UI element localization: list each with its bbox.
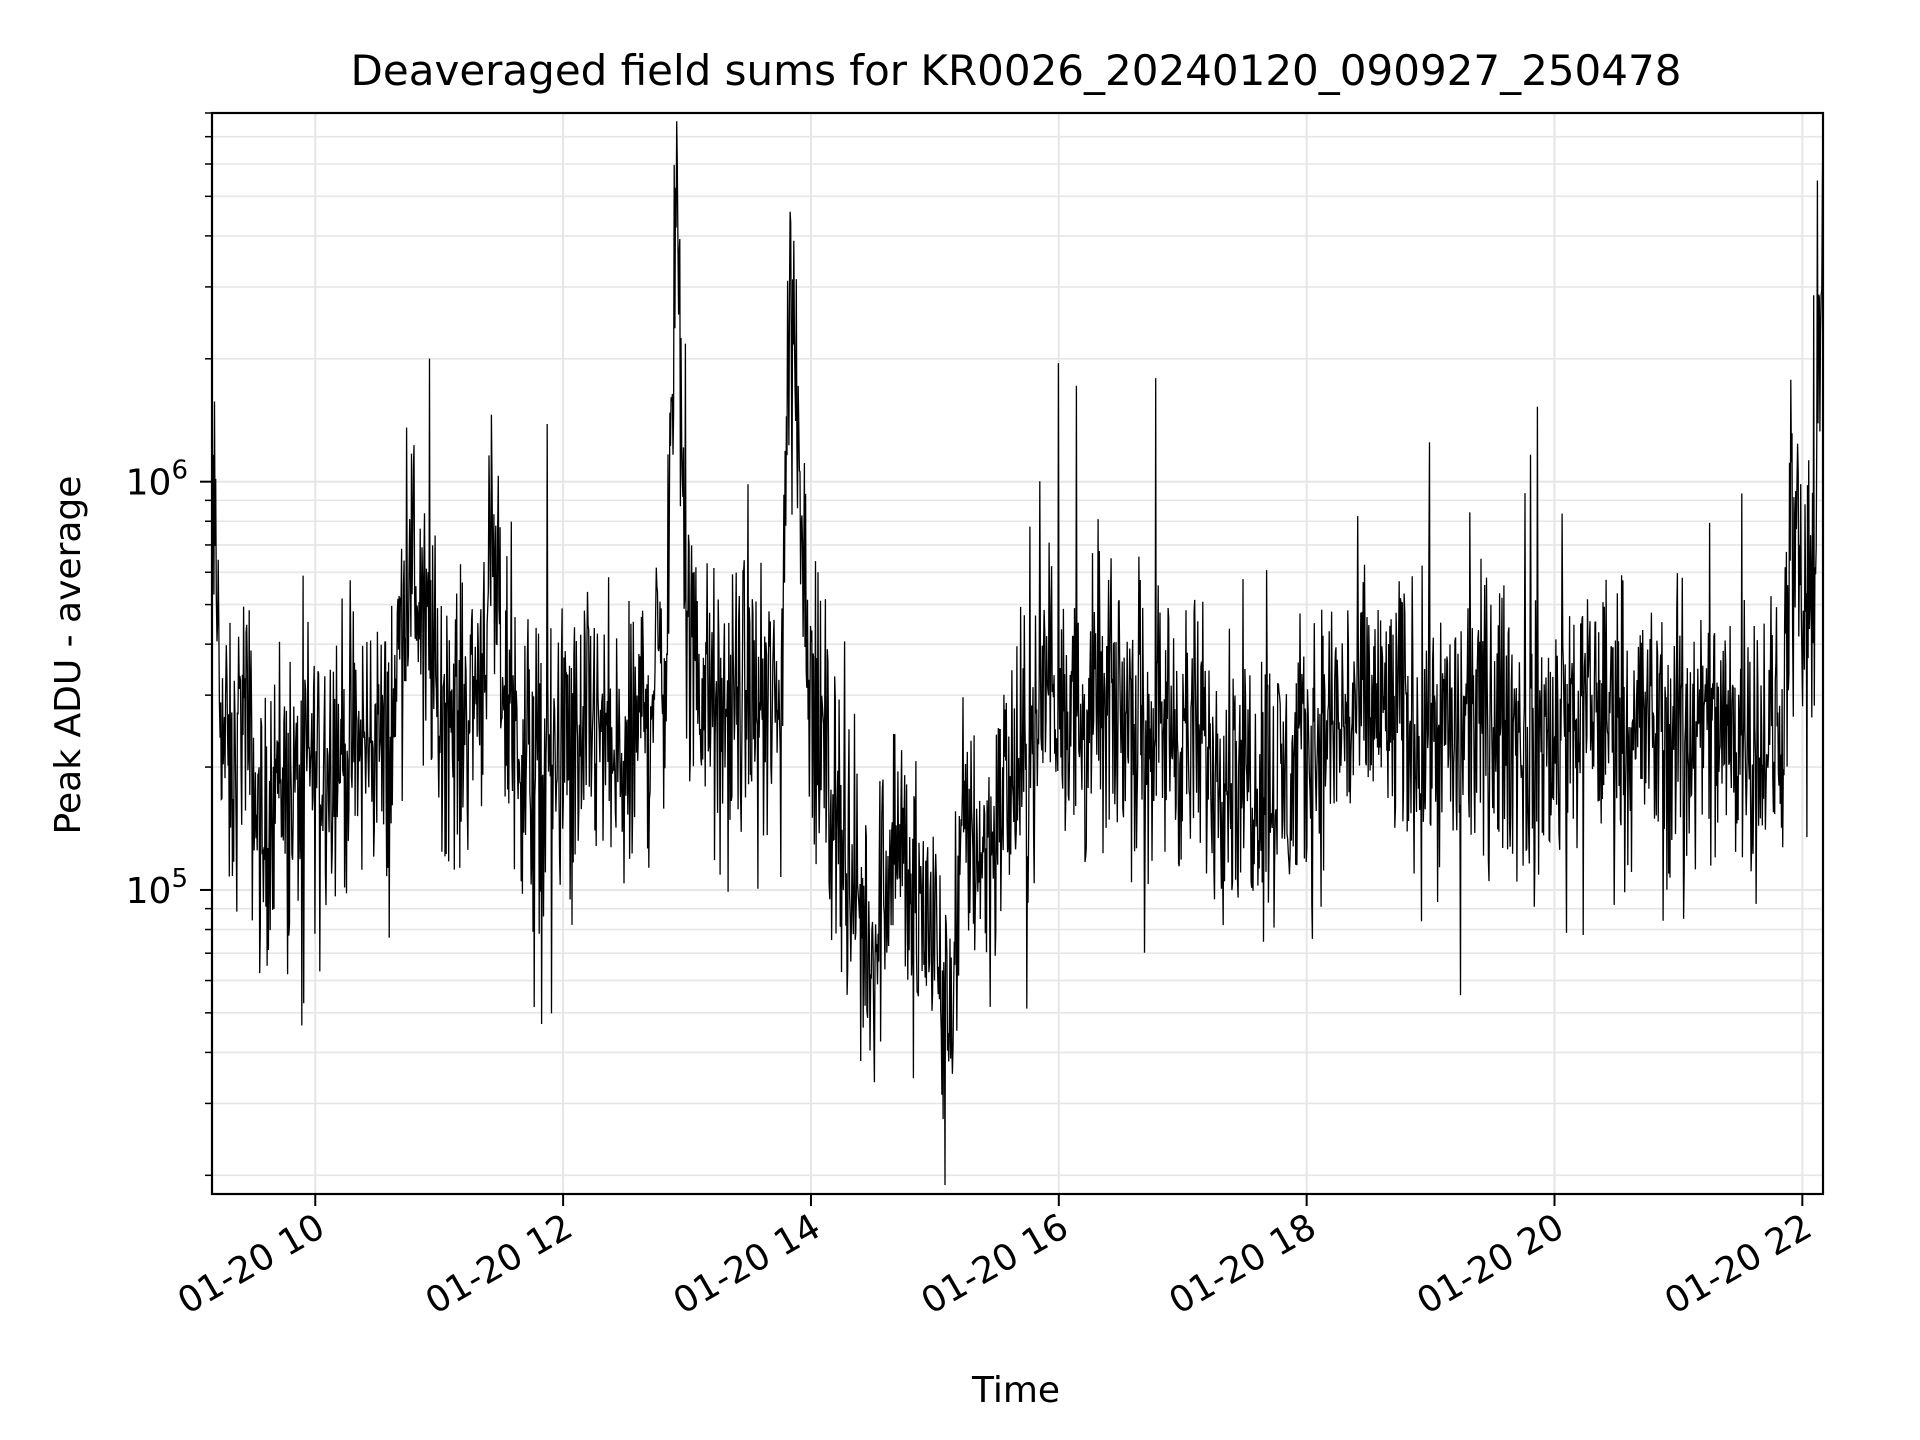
chart-title: Deaveraged field sums for KR0026_2024012… xyxy=(351,46,1682,95)
x-tick-label: 01-20 18 xyxy=(1162,1206,1323,1322)
y-tick-label: 105 xyxy=(126,864,188,912)
x-tick-label: 01-20 22 xyxy=(1658,1206,1819,1322)
x-tick-label: 01-20 14 xyxy=(667,1206,828,1322)
x-axis: 01-20 10 01-20 12 01-20 14 01-20 16 01-20 18… xyxy=(171,1194,1819,1323)
y-tick-label: 106 xyxy=(126,456,188,504)
y-axis-label: Peak ADU - average xyxy=(48,476,89,835)
data-series-line xyxy=(211,121,1824,1186)
x-tick-label: 01-20 10 xyxy=(171,1206,332,1322)
y-axis: 105 106 xyxy=(126,112,212,1177)
x-tick-label: 01-20 12 xyxy=(419,1206,580,1322)
plot-frame xyxy=(210,111,1825,1196)
data-series xyxy=(211,121,1824,1186)
x-tick-label: 01-20 16 xyxy=(915,1206,1076,1322)
x-axis-label: Time xyxy=(971,1370,1060,1411)
x-tick-label: 01-20 20 xyxy=(1410,1206,1571,1322)
